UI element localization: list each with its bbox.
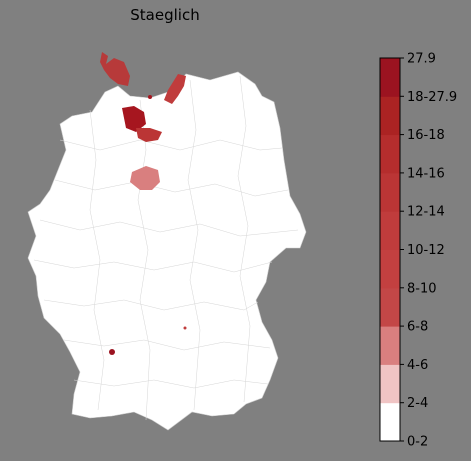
region-hamburg-spot	[148, 95, 152, 99]
map-title: Staeglich	[130, 6, 200, 24]
colorbar-bin-5	[380, 211, 400, 250]
region-lueneburg-heath	[136, 128, 162, 142]
colorbar-bin-4	[380, 249, 400, 289]
colorbar-bin-3	[380, 287, 400, 327]
colorbar-tick-label: 6-8	[407, 320, 428, 335]
region-karlsruhe-spot	[109, 349, 115, 355]
region-hildesheim-area	[130, 166, 160, 190]
colorbar-tick-label: 10-12	[407, 243, 445, 258]
colorbar-tick-label: 8-10	[407, 281, 437, 296]
colorbar-bin-1	[380, 364, 400, 404]
colorbar-bin-2	[380, 326, 400, 365]
colorbar-bin-7	[380, 134, 400, 174]
colorbar-tick-label: 14-16	[407, 166, 445, 181]
colorbar-bin-0	[380, 402, 400, 442]
colorbar-tick-label: 2-4	[407, 396, 428, 411]
region-north-frisia	[100, 52, 130, 86]
colorbar-bin-9	[380, 58, 400, 97]
region-bavaria-spot	[183, 326, 187, 330]
colorbar-legend: 0-2 2-4 4-6 6-8 8-10 10-12 12-14 14-16 16-18 18-2…	[379, 52, 457, 449]
region-ostholstein	[164, 74, 186, 104]
colorbar-tick-label: 4-6	[407, 358, 428, 373]
colorbar-tick-label: 27.9	[407, 52, 436, 67]
colorbar-tick-label: 16-18	[407, 128, 445, 143]
germany-landmass	[27, 71, 307, 431]
district-borders	[33, 75, 299, 421]
colorbar-bin-6	[380, 172, 400, 212]
region-hamburg-harburg	[122, 106, 146, 132]
colorbar-tick-label: 18-27.9	[407, 90, 457, 105]
colorbar-bin-8	[380, 96, 400, 136]
colorbar-tick-label: 0-2	[407, 435, 428, 449]
colorbar-tick-label: 12-14	[407, 205, 445, 220]
